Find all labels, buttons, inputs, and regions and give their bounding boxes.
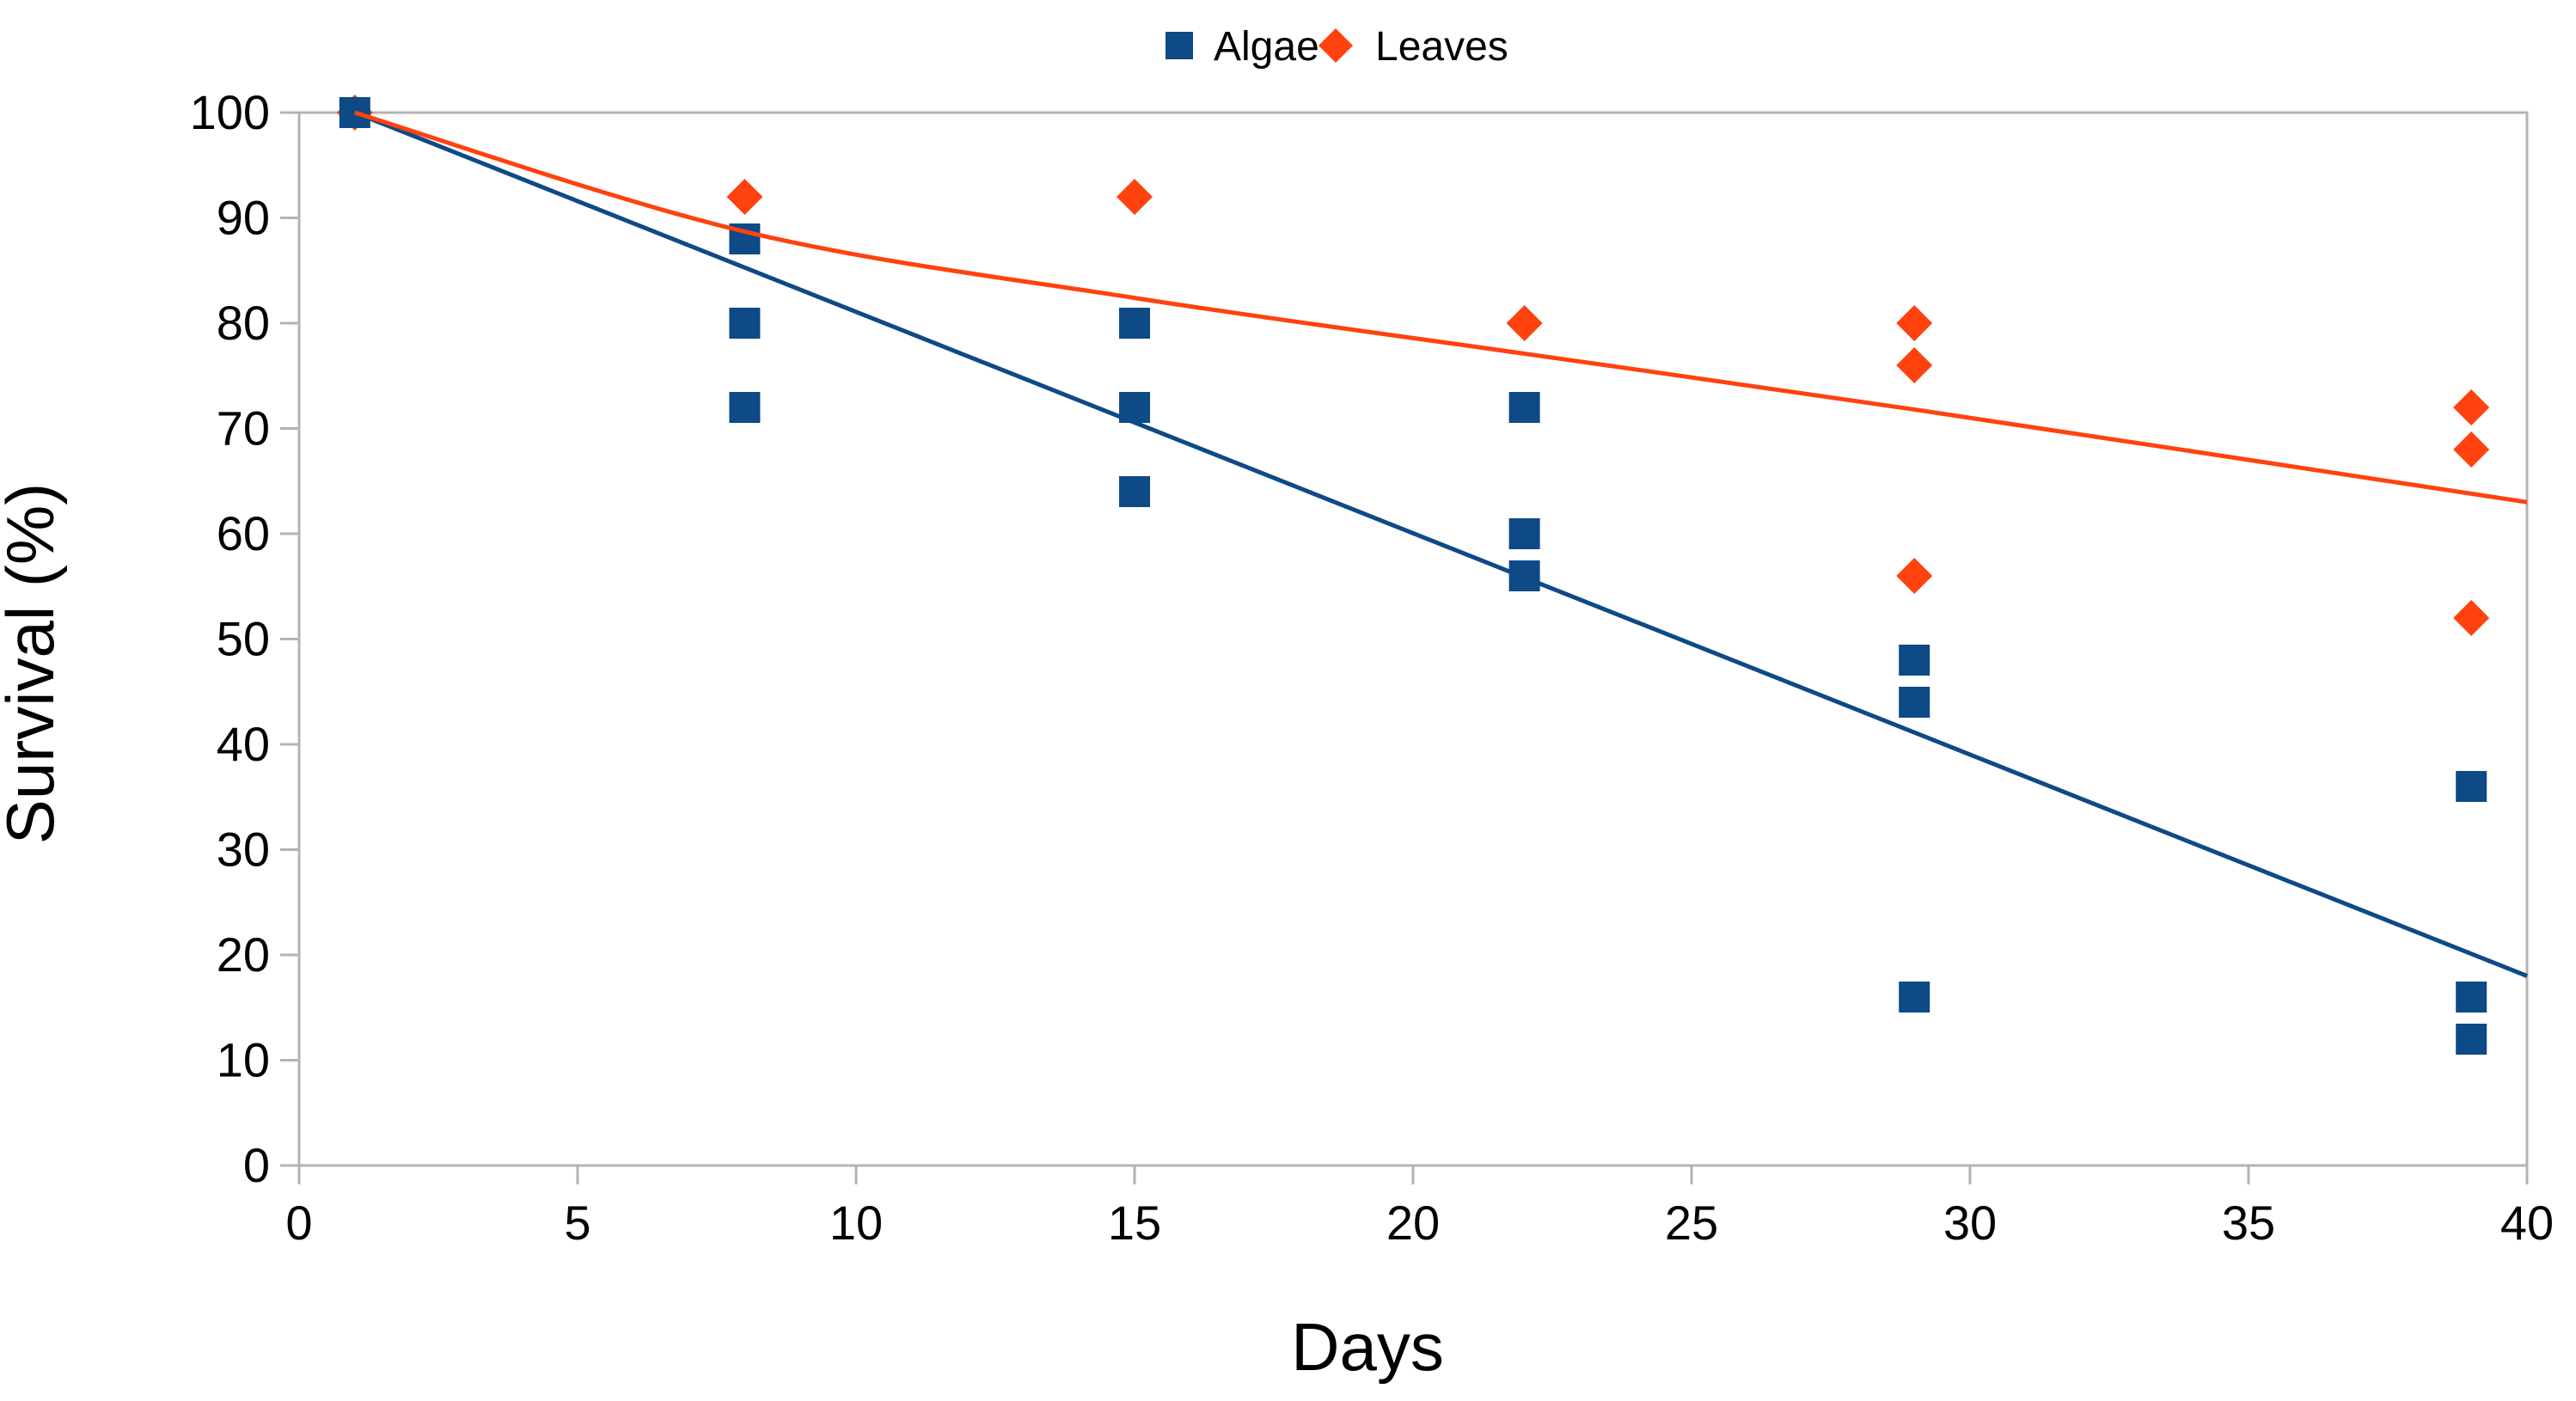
algae-point: [1899, 687, 1930, 718]
algae-point: [1508, 392, 1540, 423]
algae-legend-label: Algae: [1214, 24, 1319, 70]
leaves-legend-label: Leaves: [1375, 24, 1508, 70]
leaves-legend-marker: [1319, 28, 1353, 63]
leaves-point: [2453, 389, 2490, 425]
algae-point: [729, 392, 761, 423]
leaves-point: [1896, 347, 1933, 383]
algae-point: [1119, 392, 1150, 423]
y-tick-label: 60: [217, 506, 270, 560]
x-tick-label: 20: [1386, 1196, 1440, 1250]
y-tick-label: 100: [190, 85, 270, 139]
leaves-point: [2453, 600, 2490, 636]
y-tick-label: 90: [217, 191, 270, 245]
x-tick-label: 0: [285, 1196, 312, 1250]
leaves-point: [1896, 558, 1933, 594]
algae-point: [729, 308, 761, 339]
algae-trendline: [353, 110, 2528, 978]
y-tick-label: 20: [217, 927, 270, 982]
leaves-point: [1896, 305, 1933, 341]
x-tick-label: 30: [1943, 1196, 1997, 1250]
x-axis-title: Days: [1291, 1309, 1444, 1385]
x-tick-label: 35: [2222, 1196, 2275, 1250]
y-axis-title: Survival (%): [0, 483, 68, 844]
algae-point: [1119, 476, 1150, 507]
algae-point: [2456, 1024, 2487, 1055]
y-tick-label: 0: [243, 1138, 270, 1192]
algae-point: [1508, 560, 1540, 591]
algae-point: [2456, 771, 2487, 802]
leaves-trendline: [354, 110, 2528, 505]
y-tick-label: 40: [217, 717, 270, 771]
algae-point: [1899, 982, 1930, 1013]
algae-point: [1899, 645, 1930, 676]
algae-point: [1508, 518, 1540, 549]
y-tick-label: 80: [217, 296, 270, 350]
x-tick-label: 15: [1108, 1196, 1161, 1250]
algae-point: [1119, 308, 1150, 339]
x-tick-label: 10: [829, 1196, 883, 1250]
algae-legend-marker: [1166, 32, 1193, 59]
y-tick-label: 50: [217, 612, 270, 666]
legend: Algae Leaves: [1166, 24, 1508, 70]
leaves-point: [1117, 179, 1153, 215]
data-points-layer: [336, 95, 2490, 1055]
y-tick-label: 30: [217, 823, 270, 877]
y-tick-label: 70: [217, 401, 270, 456]
y-tick-label: 10: [217, 1033, 270, 1087]
leaves-point: [2453, 431, 2490, 468]
x-tick-label: 5: [564, 1196, 590, 1250]
leaves-point: [726, 179, 763, 215]
algae-trendline-layer: [353, 110, 2528, 978]
leaves-trendline-layer: [354, 110, 2528, 505]
x-tick-label: 40: [2500, 1196, 2554, 1250]
axis-ticks: 0 10 20 30 40 50 60 70 80 90 100 0 5 10 15 20 25 30 35 40: [190, 85, 2555, 1250]
plot-frame: [297, 111, 2529, 1167]
algae-point: [2456, 982, 2487, 1013]
leaves-point: [1506, 305, 1543, 341]
x-tick-label: 25: [1665, 1196, 1718, 1250]
